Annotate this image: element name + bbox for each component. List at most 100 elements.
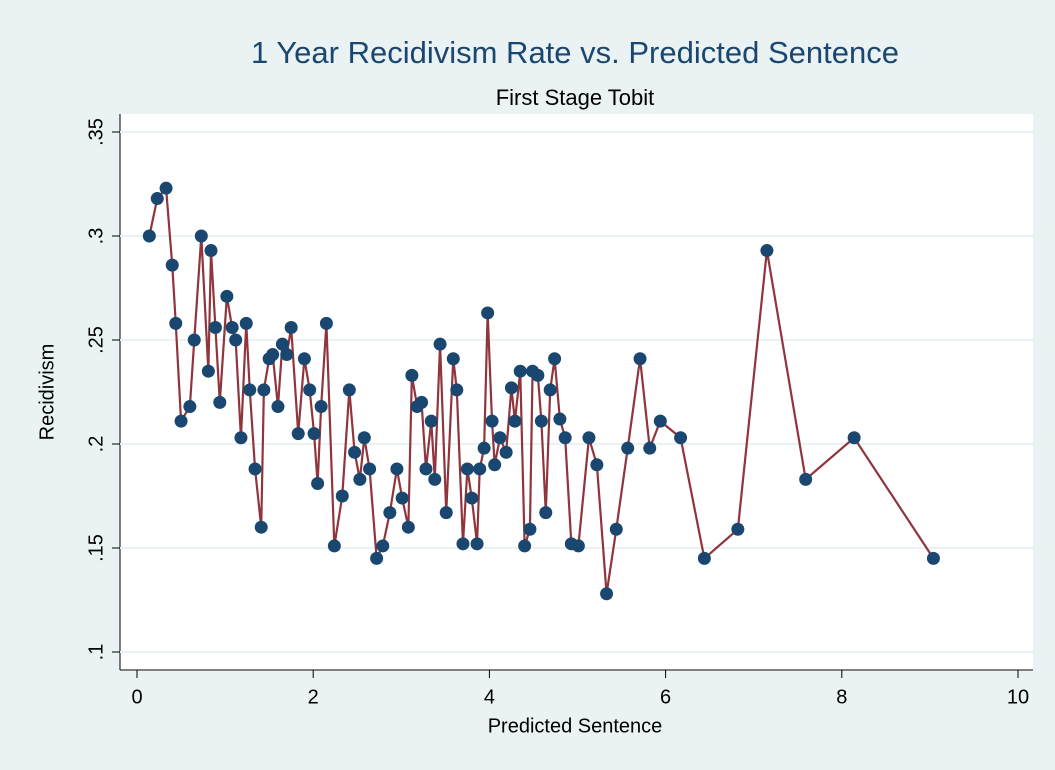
point (335, 489, 349, 503)
point (395, 491, 409, 505)
point (481, 306, 495, 320)
point (473, 462, 487, 476)
x-axis-label: Predicted Sentence (488, 715, 663, 737)
point (456, 537, 470, 551)
point (633, 352, 647, 366)
point (159, 181, 173, 195)
point (376, 539, 390, 553)
y-tick-label: .25 (85, 326, 107, 354)
point (208, 321, 222, 335)
point (424, 414, 438, 428)
point (553, 412, 567, 426)
point (499, 445, 513, 459)
point (582, 431, 596, 445)
point (291, 427, 305, 441)
x-tick-label: 2 (308, 686, 319, 708)
point (419, 462, 433, 476)
point (847, 431, 861, 445)
point (477, 441, 491, 455)
point (183, 400, 197, 414)
point (926, 551, 940, 565)
point (357, 431, 371, 445)
point (319, 316, 333, 330)
point (150, 192, 164, 206)
point (243, 383, 257, 397)
y-tick-label: .3 (85, 228, 107, 245)
y-tick-label: .35 (85, 118, 107, 146)
point (799, 472, 813, 486)
point (225, 321, 239, 335)
point (470, 537, 484, 551)
point (534, 414, 548, 428)
point (590, 458, 604, 472)
point (653, 414, 667, 428)
y-axis-label: Recidivism (36, 344, 58, 441)
point (485, 414, 499, 428)
point (731, 522, 745, 536)
point (450, 383, 464, 397)
chart-title: 1 Year Recidivism Rate vs. Predicted Sen… (251, 35, 899, 70)
point (297, 352, 311, 366)
point (257, 383, 271, 397)
point (508, 414, 522, 428)
point (548, 352, 562, 366)
point (169, 316, 183, 330)
point (194, 229, 208, 243)
plot-area (120, 114, 1033, 671)
x-tick-label: 10 (1007, 686, 1029, 708)
chart-subtitle: First Stage Tobit (496, 85, 655, 110)
point (348, 445, 362, 459)
point (284, 321, 298, 335)
x-tick-label: 6 (660, 686, 671, 708)
x-tick-label: 0 (131, 686, 142, 708)
point (271, 400, 285, 414)
point (460, 462, 474, 476)
point (674, 431, 688, 445)
point (220, 289, 234, 303)
point (342, 383, 356, 397)
y-tick-label: .2 (85, 436, 107, 453)
y-tick-label: .15 (85, 534, 107, 562)
point (254, 520, 268, 534)
point (248, 462, 262, 476)
point (539, 506, 553, 520)
point (174, 414, 188, 428)
point (275, 337, 289, 351)
point (543, 383, 557, 397)
point (504, 381, 518, 395)
point (353, 472, 367, 486)
point (239, 316, 253, 330)
point (280, 348, 294, 362)
point (493, 431, 507, 445)
point (311, 477, 325, 491)
point (383, 506, 397, 520)
point (523, 522, 537, 536)
point (558, 431, 572, 445)
point (234, 431, 248, 445)
point (621, 441, 635, 455)
point (401, 520, 415, 534)
point (213, 395, 227, 409)
point (465, 491, 479, 505)
point (303, 383, 317, 397)
point (415, 395, 429, 409)
point (229, 333, 243, 347)
point (142, 229, 156, 243)
point (600, 587, 614, 601)
point (370, 551, 384, 565)
point (531, 368, 545, 382)
point (446, 352, 460, 366)
point (513, 364, 527, 378)
x-tick-label: 4 (484, 686, 495, 708)
point (187, 333, 201, 347)
point (390, 462, 404, 476)
point (433, 337, 447, 351)
point (405, 368, 419, 382)
point (327, 539, 341, 553)
point (697, 551, 711, 565)
point (363, 462, 377, 476)
point (609, 522, 623, 536)
point (204, 244, 218, 258)
point (571, 539, 585, 553)
point (266, 348, 280, 362)
